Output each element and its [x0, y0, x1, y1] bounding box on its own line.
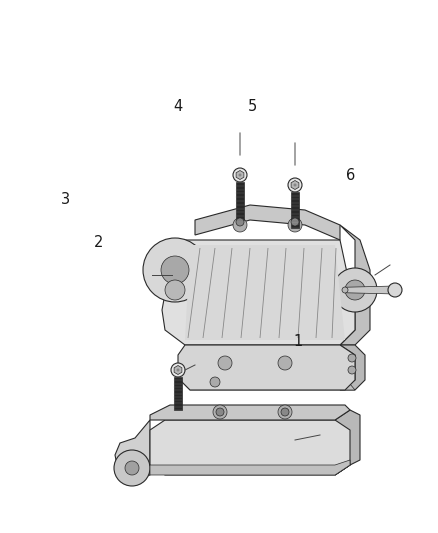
Circle shape	[143, 238, 207, 302]
Circle shape	[333, 268, 377, 312]
Circle shape	[216, 408, 224, 416]
Polygon shape	[340, 225, 370, 345]
Polygon shape	[150, 405, 350, 420]
Circle shape	[342, 287, 348, 293]
Circle shape	[114, 450, 150, 486]
Polygon shape	[291, 192, 299, 228]
Circle shape	[278, 405, 292, 419]
Circle shape	[218, 356, 232, 370]
Polygon shape	[178, 345, 355, 390]
Circle shape	[288, 178, 302, 192]
Polygon shape	[115, 420, 150, 480]
Polygon shape	[150, 460, 350, 475]
Circle shape	[288, 218, 302, 232]
Circle shape	[345, 280, 365, 300]
Circle shape	[165, 280, 185, 300]
Circle shape	[236, 218, 244, 226]
Circle shape	[281, 408, 289, 416]
Text: 2: 2	[94, 235, 103, 250]
Circle shape	[293, 183, 297, 187]
Text: 1: 1	[293, 334, 303, 349]
Polygon shape	[162, 240, 355, 345]
Text: 3: 3	[61, 192, 71, 207]
Polygon shape	[345, 286, 395, 294]
Circle shape	[161, 256, 189, 284]
Circle shape	[388, 283, 402, 297]
Circle shape	[239, 174, 241, 176]
Circle shape	[233, 168, 247, 182]
Polygon shape	[195, 205, 340, 240]
Text: 4: 4	[173, 99, 182, 114]
Circle shape	[291, 218, 299, 226]
Polygon shape	[185, 245, 345, 340]
Polygon shape	[291, 181, 299, 190]
Circle shape	[125, 461, 139, 475]
Polygon shape	[236, 182, 244, 220]
Polygon shape	[178, 378, 355, 390]
Polygon shape	[150, 420, 350, 475]
Circle shape	[177, 368, 180, 372]
Circle shape	[278, 356, 292, 370]
Polygon shape	[340, 345, 365, 390]
Circle shape	[213, 405, 227, 419]
Circle shape	[233, 218, 247, 232]
Polygon shape	[174, 377, 182, 410]
Circle shape	[348, 366, 356, 374]
Text: 5: 5	[247, 99, 257, 114]
Circle shape	[210, 377, 220, 387]
Circle shape	[348, 354, 356, 362]
Circle shape	[171, 363, 185, 377]
Polygon shape	[236, 171, 244, 180]
Text: 6: 6	[346, 168, 355, 183]
Polygon shape	[174, 366, 182, 375]
Polygon shape	[335, 410, 360, 475]
